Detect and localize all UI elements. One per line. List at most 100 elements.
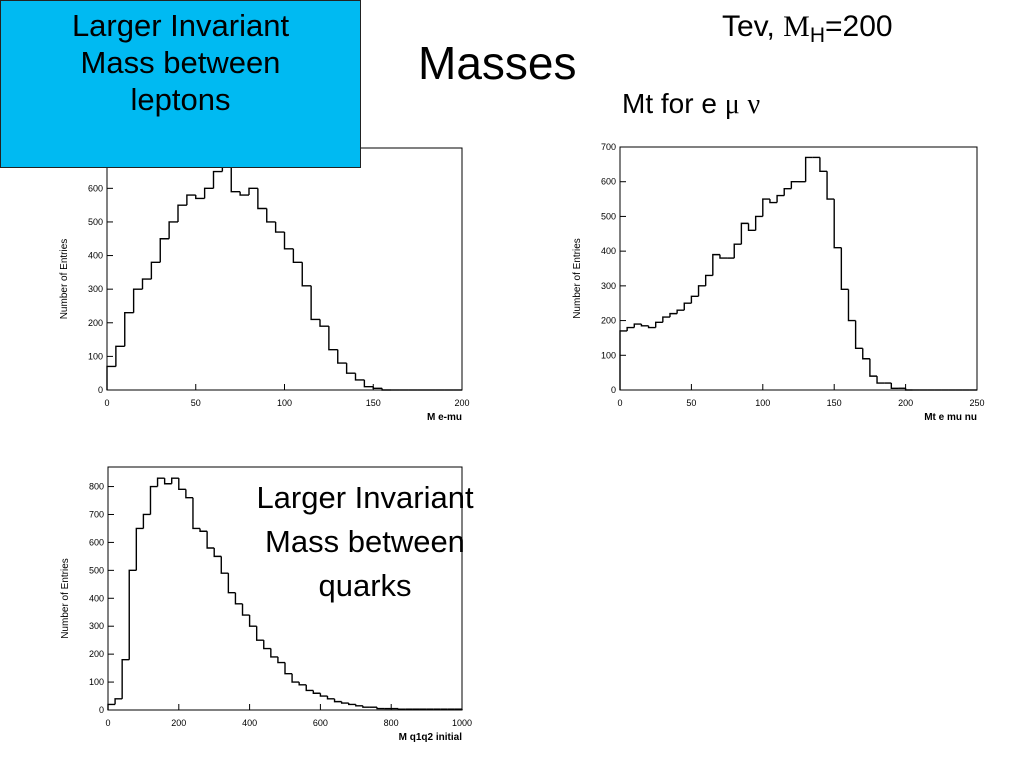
lepton-note: Larger Invariant Mass between leptons	[0, 0, 361, 168]
histogram-bin	[690, 295, 699, 304]
histogram-bin	[381, 388, 391, 391]
histogram-bin	[106, 365, 116, 390]
histogram-bin	[869, 358, 878, 377]
histogram-bin	[847, 289, 856, 322]
histogram-bin	[156, 477, 165, 487]
histogram-bin	[826, 171, 835, 200]
histogram-bin	[340, 701, 349, 704]
y-tick-label: 300	[88, 284, 103, 294]
histogram-bin	[876, 376, 885, 384]
x-tick-label: 150	[366, 398, 381, 408]
histogram-bin	[241, 603, 250, 616]
y-tick-label: 0	[99, 705, 104, 715]
histogram-bin	[239, 191, 249, 196]
histogram-bin	[248, 187, 258, 196]
histogram-bin	[776, 194, 785, 203]
x-axis-label: M q1q2 initial	[399, 732, 463, 743]
y-tick-label: 200	[89, 649, 104, 659]
y-tick-label: 100	[88, 351, 103, 361]
note-line: quarks	[318, 568, 412, 603]
histogram-bin	[762, 198, 770, 217]
histogram-bin	[159, 238, 170, 263]
y-tick-label: 100	[601, 350, 616, 360]
x-tick-label: 800	[384, 718, 399, 728]
histogram-bin	[862, 348, 870, 360]
y-tick-label: 700	[89, 509, 104, 519]
histogram-bin	[248, 615, 257, 627]
histogram-bin	[376, 707, 385, 710]
histogram-bin	[747, 223, 756, 232]
plot-frame	[106, 147, 463, 391]
energy-subscript: H	[809, 24, 825, 47]
histogram: 0 100 200 300 400 500 600 700 800 0 200 400 600 800 10…	[60, 466, 472, 743]
histogram-bin	[186, 194, 196, 206]
y-tick-label: 600	[89, 537, 104, 547]
histogram-bin	[199, 528, 208, 532]
histogram-bin	[283, 232, 294, 250]
histogram-bin	[319, 693, 328, 697]
histogram-bin	[195, 195, 205, 200]
histogram-bin	[337, 349, 347, 364]
x-tick-label: 0	[617, 398, 622, 408]
histogram-bin	[783, 187, 792, 196]
histogram-bin	[819, 157, 828, 172]
y-tick-label: 500	[601, 211, 616, 221]
histogram-bin	[277, 656, 285, 664]
x-tick-label: 0	[105, 718, 110, 728]
x-tick-label: 150	[827, 398, 842, 408]
histogram-bin	[266, 208, 276, 223]
y-tick-label: 100	[89, 677, 104, 687]
histogram-bin	[178, 478, 186, 491]
histogram-bin	[274, 221, 285, 233]
histogram-bin	[298, 682, 307, 686]
histogram-bin	[619, 330, 628, 390]
histogram-bin	[833, 199, 842, 249]
histogram: 0 100 200 300 400 500 600 700 0 50 100 150 200 250 Mt …	[572, 142, 985, 423]
y-tick-label: 200	[601, 316, 616, 326]
histogram-bin	[292, 248, 303, 263]
histogram-bin	[150, 261, 161, 280]
y-tick-label: 300	[89, 621, 104, 631]
y-tick-label: 500	[89, 565, 104, 575]
histogram-bin	[640, 324, 649, 327]
histogram-bin	[662, 316, 670, 323]
x-tick-label: 100	[277, 398, 292, 408]
histogram-bin	[354, 373, 365, 381]
histogram-bin	[128, 569, 137, 660]
x-tick-label: 600	[313, 718, 328, 728]
mu: μ	[724, 89, 740, 120]
x-tick-label: 100	[755, 398, 770, 408]
histogram-bin	[326, 696, 335, 700]
histogram-bin	[114, 698, 123, 705]
x-axis-label: M e-mu	[427, 412, 462, 423]
histogram-bin	[284, 662, 293, 675]
energy-prefix: Tev,	[722, 10, 784, 43]
x-tick-label: 400	[242, 718, 257, 728]
energy-label: Tev, MH=200	[722, 10, 893, 48]
histogram-bin	[141, 278, 152, 290]
histogram-bin	[291, 673, 300, 683]
y-tick-label: 400	[601, 246, 616, 256]
histogram-bin	[769, 199, 778, 204]
histogram-bin	[212, 170, 223, 189]
histogram-bin	[655, 321, 663, 328]
y-tick-label: 600	[88, 183, 103, 193]
quark-note: Larger Invariant Mass between quarks	[205, 476, 525, 608]
slide-title: Masses	[418, 37, 577, 89]
y-tick-label: 400	[89, 593, 104, 603]
histogram-bin	[270, 648, 278, 658]
histogram-bin	[319, 319, 329, 327]
histogram-bin	[312, 690, 321, 694]
histogram-bin	[206, 531, 215, 549]
x-tick-label: 200	[171, 718, 186, 728]
plot-frame	[619, 146, 978, 391]
histogram-bin	[704, 274, 713, 286]
histogram-bin	[142, 513, 151, 529]
histogram-bin	[328, 326, 338, 351]
histogram-bin	[362, 705, 370, 708]
nu: ν	[747, 89, 761, 120]
y-tick-label: 500	[88, 217, 103, 227]
histogram-bin	[854, 320, 863, 350]
